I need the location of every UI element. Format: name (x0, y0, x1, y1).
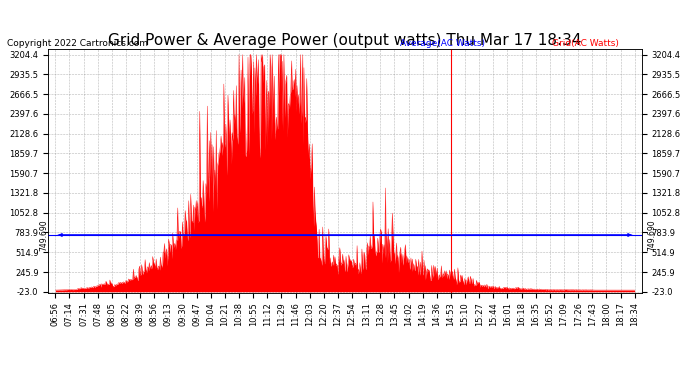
Text: Average(AC Watts): Average(AC Watts) (400, 39, 485, 48)
Text: 749.690: 749.690 (648, 219, 657, 251)
Text: Copyright 2022 Cartronics.com: Copyright 2022 Cartronics.com (7, 39, 148, 48)
Text: 749.690: 749.690 (39, 219, 48, 251)
Text: Grid(AC Watts): Grid(AC Watts) (552, 39, 619, 48)
Title: Grid Power & Average Power (output watts) Thu Mar 17 18:34: Grid Power & Average Power (output watts… (108, 33, 582, 48)
